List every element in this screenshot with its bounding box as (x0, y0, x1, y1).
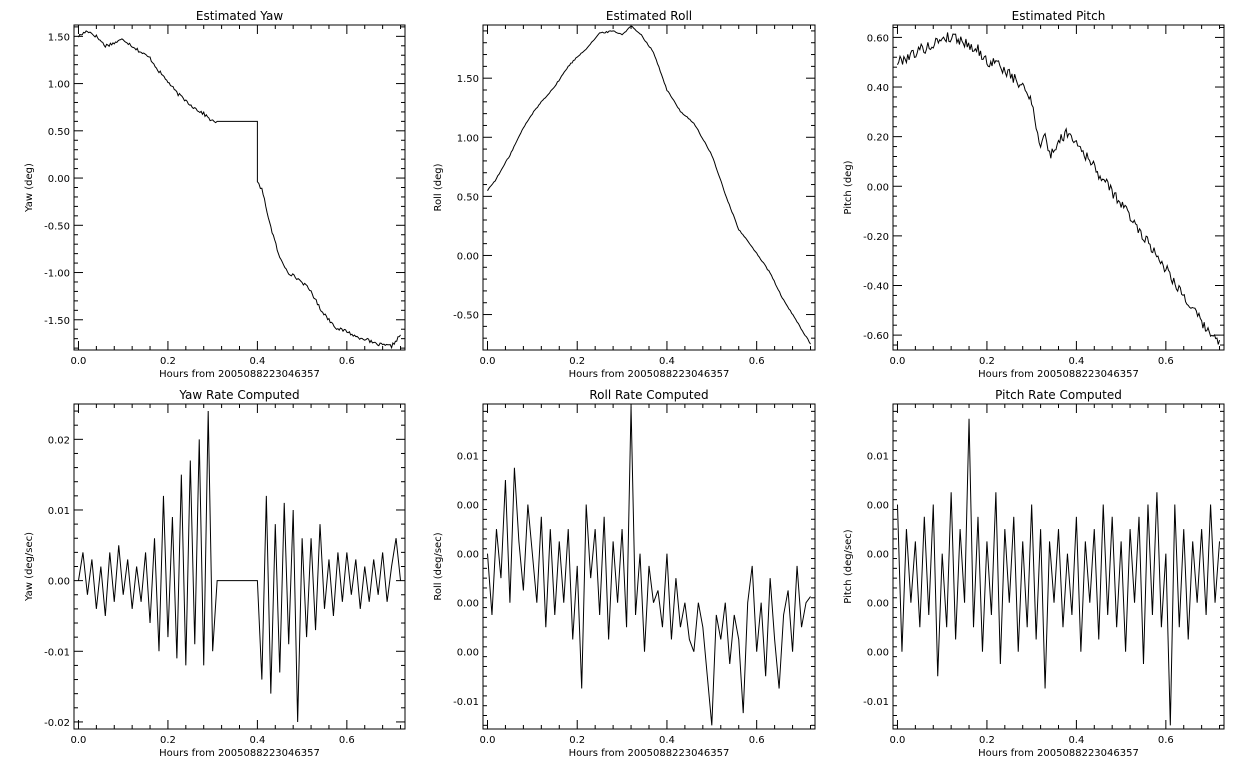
chart5-ytick-label: 0.01 (867, 452, 889, 463)
chart0-plot-frame (73, 24, 406, 351)
chart1-title: Estimated Roll (606, 9, 692, 23)
panel-yaw-rate: 0.0 0.2 0.4 0.6 0.02 0.01 0.00 -0.01 -0.02 Yaw Ra… (24, 388, 406, 759)
chart1-xtick-label: 0.2 (569, 356, 585, 367)
chart5-title: Pitch Rate Computed (995, 388, 1122, 402)
chart5-xlabel: Hours from 2005088223046357 (978, 748, 1139, 759)
chart0-xtick-label: 0.2 (160, 356, 176, 367)
chart0-ytick-label: -1.50 (44, 316, 70, 327)
chart1-ylabel: Roll (deg) (433, 163, 444, 211)
chart1-plot-frame (482, 24, 816, 351)
chart5-ytick-label: 0.00 (867, 599, 889, 610)
chart2-ytick-label: 0.20 (867, 133, 889, 144)
chart2-xlabel: Hours from 2005088223046357 (978, 369, 1139, 380)
chart1-ytick-label: 0.00 (457, 251, 479, 262)
chart3-ytick-label: 0.00 (48, 577, 70, 588)
chart0-xtick-label: 0.6 (339, 356, 355, 367)
chart1-xtick-label: 0.0 (480, 356, 496, 367)
chart5-ytick-label: 0.00 (867, 648, 889, 659)
chart3-ylabel: Yaw (deg/sec) (24, 532, 35, 602)
chart1-ytick-label: 1.00 (457, 133, 479, 144)
panel-pitch-rate: 0.0 0.2 0.4 0.6 0.01 0.00 0.00 0.00 0.00 -0.01 Pit… (843, 388, 1225, 759)
chart0-xlabel: Hours from 2005088223046357 (159, 369, 320, 380)
chart4-ytick-label: 0.00 (457, 599, 479, 610)
chart2-ytick-label: -0.60 (863, 331, 889, 342)
chart5-ylabel: Pitch (deg/sec) (843, 529, 854, 604)
chart4-xtick-label: 0.0 (480, 735, 496, 746)
chart0-ytick-label: 0.00 (48, 174, 70, 185)
chart3-title: Yaw Rate Computed (178, 388, 299, 402)
chart0-ytick-label: -0.50 (44, 221, 70, 232)
panel-roll-rate: 0.0 0.2 0.4 0.6 0.01 0.00 0.00 0.00 0.00 -0.01 Rol… (433, 388, 816, 759)
chart3-ytick-label: -0.01 (44, 647, 70, 658)
chart2-ytick-label: 0.40 (867, 83, 889, 94)
chart2-xtick-label: 0.0 (890, 356, 906, 367)
chart1-ytick-label: 0.50 (457, 192, 479, 203)
chart2-ytick-label: 0.00 (867, 182, 889, 193)
chart3-xlabel: Hours from 2005088223046357 (159, 748, 320, 759)
chart4-ytick-label: 0.00 (457, 550, 479, 561)
chart3-xtick-label: 0.2 (160, 735, 176, 746)
chart2-series-line (897, 32, 1221, 345)
chart1-xlabel: Hours from 2005088223046357 (569, 369, 730, 380)
chart1-xtick-label: 0.6 (749, 356, 765, 367)
chart1-ytick-label: 1.50 (457, 74, 479, 85)
chart2-xtick-label: 0.2 (979, 356, 995, 367)
chart2-ytick-label: 0.60 (867, 33, 889, 44)
chart0-ylabel: Yaw (deg) (24, 163, 35, 213)
chart2-xtick-label: 0.4 (1068, 356, 1084, 367)
chart5-xtick-label: 0.6 (1158, 735, 1174, 746)
chart2-title: Estimated Pitch (1012, 9, 1106, 23)
chart5-ytick-label: -0.01 (863, 697, 889, 708)
panel-estimated-yaw: 0.0 0.2 0.4 0.6 1.50 1.00 0.50 0.00 -0.50 -1.00 -1… (24, 9, 406, 380)
chart2-ylabel: Pitch (deg) (843, 160, 854, 214)
chart5-xtick-label: 0.2 (979, 735, 995, 746)
chart5-xtick-label: 0.0 (890, 735, 906, 746)
chart0-xtick-label: 0.4 (249, 356, 265, 367)
chart4-ylabel: Roll (deg/sec) (433, 532, 444, 600)
chart5-xtick-label: 0.4 (1068, 735, 1084, 746)
chart3-xtick-label: 0.4 (249, 735, 265, 746)
chart2-ytick-label: -0.20 (863, 232, 889, 243)
chart2-ytick-label: -0.40 (863, 281, 889, 292)
chart1-xtick-label: 0.4 (659, 356, 675, 367)
chart0-series-line (78, 30, 401, 350)
chart5-ytick-label: 0.00 (867, 501, 889, 512)
chart0-ytick-label: -1.00 (44, 269, 70, 280)
chart0-ytick-label: 1.50 (48, 32, 70, 43)
chart0-xtick-label: 0.0 (71, 356, 87, 367)
chart0-ytick-label: 1.00 (48, 80, 70, 91)
chart4-ytick-label: 0.00 (457, 501, 479, 512)
chart4-ytick-label: 0.01 (457, 452, 479, 463)
chart5-series-line (896, 418, 1221, 726)
chart1-ytick-label: -0.50 (453, 311, 479, 322)
chart4-ytick-label: 0.00 (457, 648, 479, 659)
chart2-plot-frame (892, 24, 1225, 351)
chart2-xtick-label: 0.6 (1158, 356, 1174, 367)
panel-estimated-roll: 0.0 0.2 0.4 0.6 1.50 1.00 0.50 0.00 -0.50 Estimat… (433, 9, 816, 380)
chart4-title: Roll Rate Computed (589, 388, 708, 402)
chart0-title: Estimated Yaw (196, 9, 283, 23)
chart3-series-line (77, 411, 402, 722)
chart4-xtick-label: 0.2 (569, 735, 585, 746)
chart3-ytick-label: 0.02 (48, 435, 70, 446)
chart4-series-line (486, 406, 811, 726)
chart1-series-line (487, 25, 811, 345)
panel-estimated-pitch: 0.0 0.2 0.4 0.6 0.60 0.40 0.20 0.00 -0.20 -0.40 -0… (843, 9, 1225, 380)
chart4-ytick-label: -0.01 (453, 697, 479, 708)
chart3-xtick-label: 0.0 (71, 735, 87, 746)
chart4-xtick-label: 0.6 (749, 735, 765, 746)
chart0-ytick-label: 0.50 (48, 127, 70, 138)
chart4-xlabel: Hours from 2005088223046357 (569, 748, 730, 759)
chart4-xtick-label: 0.4 (659, 735, 675, 746)
chart3-ytick-label: -0.02 (44, 718, 70, 729)
chart3-ytick-label: 0.01 (48, 506, 70, 517)
chart3-xtick-label: 0.6 (339, 735, 355, 746)
chart5-ytick-label: 0.00 (867, 550, 889, 561)
